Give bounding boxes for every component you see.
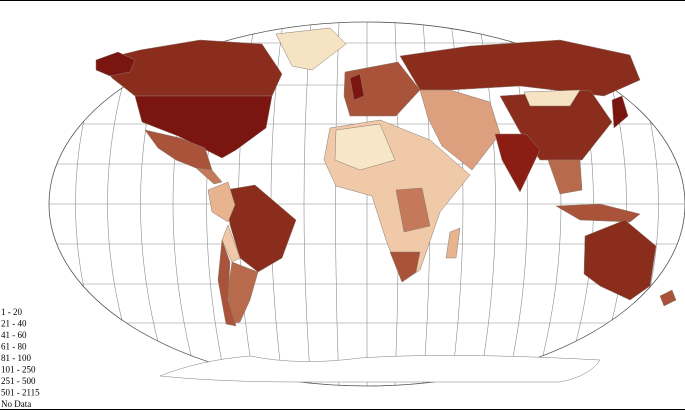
canada xyxy=(99,39,283,97)
southeast-asia xyxy=(547,159,583,195)
legend-label: 1 - 20 xyxy=(1,307,22,317)
legend-label: 21 - 40 xyxy=(1,319,27,329)
legend-label: 81 - 100 xyxy=(1,353,31,363)
india xyxy=(494,133,541,193)
japan xyxy=(611,95,629,129)
mongolia xyxy=(523,89,581,107)
central-africa xyxy=(395,187,431,233)
greenland xyxy=(275,27,347,71)
middle-east xyxy=(419,89,501,171)
legend-label: 61 - 80 xyxy=(1,342,27,352)
legend-label: 41 - 60 xyxy=(1,330,27,340)
legend-label: No Data xyxy=(1,399,31,409)
alaska xyxy=(95,51,136,77)
central-america xyxy=(195,167,223,185)
indonesia xyxy=(555,203,641,223)
legend-label: 501 - 2115 xyxy=(1,388,40,398)
brazil xyxy=(224,184,297,273)
north-africa xyxy=(334,123,396,171)
europe xyxy=(343,61,421,117)
south-africa xyxy=(389,251,421,283)
madagascar xyxy=(445,227,461,259)
uk xyxy=(349,73,365,101)
legend-label: 251 - 500 xyxy=(1,376,36,386)
usa xyxy=(134,95,273,159)
chile xyxy=(217,239,237,327)
legend-label: 101 - 250 xyxy=(1,365,36,375)
countries xyxy=(95,27,677,383)
globe-outline xyxy=(48,21,685,387)
antarctica xyxy=(159,355,601,383)
australia xyxy=(583,219,657,301)
colombia-peru xyxy=(207,181,236,223)
new-zealand xyxy=(659,289,677,307)
